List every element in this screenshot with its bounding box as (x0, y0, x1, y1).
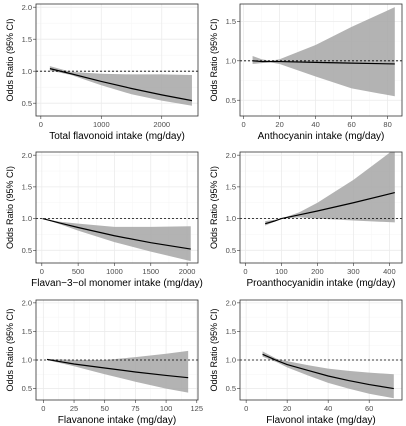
x-tick-label: 50 (101, 404, 109, 413)
confidence-band (47, 350, 189, 393)
confidence-band (265, 152, 395, 226)
confidence-band (262, 351, 394, 399)
panel-border (239, 151, 403, 264)
x-tick-label: 200 (311, 267, 324, 276)
x-tick-label: 0 (243, 267, 247, 276)
odds-ratio-line (42, 218, 191, 250)
x-tick-label: 100 (275, 267, 288, 276)
y-tick-label: 1.5 (22, 327, 32, 336)
y-tick-label: 1.5 (22, 35, 32, 44)
x-tick-label: 1500 (142, 267, 159, 276)
y-axis-title: Odds Ratio (95% CI) (5, 308, 15, 391)
y-tick-label: 1.5 (226, 182, 236, 191)
y-tick-label: 2.0 (226, 298, 236, 307)
y-tick-label: 1.0 (22, 67, 32, 76)
x-tick-label: 20 (275, 120, 283, 129)
y-tick-label: 0.5 (226, 384, 236, 393)
y-tick-label: 2.0 (22, 298, 32, 307)
odds-ratio-line (265, 192, 395, 225)
y-tick-label: 0.5 (22, 99, 32, 108)
x-tick-label: 0 (40, 267, 44, 276)
chart-panel-6: 0.5 1.0 1.5 2.0 0 20 40 60 Flavonol intake (mg/d… (209, 298, 403, 426)
x-tick-label: 75 (131, 404, 139, 413)
confidence-band (252, 7, 395, 97)
y-tick-label: 1.0 (226, 56, 236, 65)
odds-ratio-line (252, 60, 395, 65)
panel-border (35, 3, 199, 117)
x-tick-label: 1000 (93, 120, 110, 129)
x-tick-label: 25 (70, 404, 78, 413)
y-tick-label: 1.5 (226, 17, 236, 26)
y-tick-label: 0.5 (22, 246, 32, 255)
y-axis-title: Odds Ratio (95% CI) (209, 18, 219, 101)
y-tick-label: 1.0 (22, 214, 32, 223)
x-axis-title: Total flavonoid intake (mg/day) (49, 131, 185, 142)
x-tick-label: 0 (41, 404, 45, 413)
x-tick-label: 125 (191, 404, 204, 413)
panel-border (35, 151, 199, 264)
x-axis-title: Flavan−3−ol monomer intake (mg/day) (31, 278, 203, 289)
x-axis-title: Proanthocyanidin intake (mg/day) (247, 278, 396, 289)
x-tick-label: 100 (160, 404, 173, 413)
y-axis-title: Odds Ratio (95% CI) (5, 18, 15, 101)
x-tick-label: 2000 (179, 267, 196, 276)
x-axis-title: Flavanone intake (mg/day) (58, 415, 176, 426)
y-axis-title: Odds Ratio (95% CI) (5, 166, 15, 249)
y-tick-label: 2.0 (226, 151, 236, 160)
chart-panel-1: 0.5 1.0 1.5 2.0 0 1000 2000 Total flavonoid int… (5, 3, 199, 142)
chart-panel-5: 0.5 1.0 1.5 2.0 0 25 50 75 100 125 Flavanone intak… (5, 298, 203, 426)
odds-ratio-line (49, 68, 193, 102)
x-tick-label: 60 (347, 120, 355, 129)
x-tick-label: 0 (39, 120, 43, 129)
y-tick-label: 2.0 (22, 151, 32, 160)
panel-border (239, 3, 403, 117)
panel-border (35, 299, 199, 401)
x-tick-label: 40 (324, 404, 332, 413)
y-tick-label: 1.5 (226, 327, 236, 336)
x-tick-label: 0 (242, 120, 246, 129)
y-tick-label: 2.0 (22, 3, 32, 12)
x-tick-label: 20 (283, 404, 291, 413)
x-tick-label: 0 (244, 404, 248, 413)
odds-ratio-line (46, 358, 189, 379)
confidence-band (42, 218, 191, 262)
y-tick-label: 0.5 (226, 246, 236, 255)
y-axis-title: Odds Ratio (95% CI) (209, 166, 219, 249)
y-tick-label: 0.5 (22, 384, 32, 393)
x-axis-title: Anthocyanin intake (mg/day) (258, 131, 385, 142)
y-tick-label: 1.0 (22, 356, 32, 365)
x-tick-label: 400 (383, 267, 396, 276)
x-tick-label: 500 (72, 267, 85, 276)
x-tick-label: 80 (383, 120, 391, 129)
x-tick-label: 40 (311, 120, 319, 129)
y-axis-title: Odds Ratio (95% CI) (209, 308, 219, 391)
y-tick-label: 1.5 (22, 182, 32, 191)
y-tick-label: 0.5 (226, 96, 236, 105)
x-axis-title: Flavonol intake (mg/day) (266, 415, 376, 426)
chart-panel-3: 0.5 1.0 1.5 2.0 0 500 1000 1500 2000 Flavan−3−ol … (5, 151, 203, 289)
chart-panel-2: 0.5 1.0 1.5 0 20 40 60 80 Anthocyanin intake (mg… (209, 3, 403, 142)
odds-ratio-line (262, 353, 394, 390)
panel-border (239, 299, 403, 401)
x-tick-label: 300 (347, 267, 360, 276)
y-tick-label: 1.0 (226, 214, 236, 223)
x-tick-label: 60 (365, 404, 373, 413)
x-tick-label: 2000 (153, 120, 170, 129)
chart-panel-4: 0.5 1.0 1.5 2.0 0 100 200 300 400 Proanthocyanidi… (209, 151, 403, 289)
x-tick-label: 1000 (106, 267, 123, 276)
y-tick-label: 1.0 (226, 356, 236, 365)
